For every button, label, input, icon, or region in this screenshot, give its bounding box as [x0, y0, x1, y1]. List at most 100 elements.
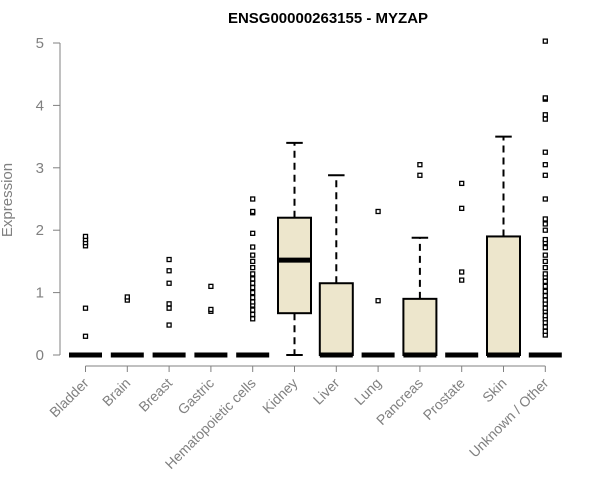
outlier-point [124, 294, 130, 300]
outlier-point [166, 280, 172, 286]
outlier-point [208, 306, 214, 313]
x-tick-label: Brain [99, 375, 133, 409]
outlier-point [250, 230, 256, 236]
outlier-point [250, 316, 256, 322]
outlier-point [250, 252, 256, 258]
outlier-point [250, 208, 256, 215]
outlier-point [250, 294, 256, 301]
box-group [445, 180, 479, 358]
outlier-point [459, 180, 465, 187]
outlier-point [542, 95, 548, 101]
outlier-point [542, 196, 548, 202]
x-tick-label: Liver [310, 375, 343, 408]
y-axis: 0 1 2 3 4 5 [36, 35, 61, 364]
outlier-point [250, 276, 256, 282]
outlier-point [250, 299, 256, 305]
box-iqr [277, 216, 312, 315]
box-group [110, 294, 144, 358]
outlier-point [542, 288, 548, 295]
x-tick-label: Prostate [420, 375, 468, 423]
y-tick-label: 2 [36, 222, 44, 239]
outlier-point [250, 280, 256, 286]
outlier-point [459, 269, 465, 275]
outlier-point [542, 221, 548, 227]
chart-title: ENSG00000263155 - MYZAP [228, 10, 428, 27]
outlier-point [542, 328, 548, 334]
outlier-point [250, 264, 256, 271]
box-group [402, 162, 438, 358]
box-group [277, 141, 312, 356]
x-tick-label: Lung [351, 375, 384, 408]
box-group [152, 256, 186, 358]
x-tick-label: Breast [135, 375, 175, 415]
outlier-point [166, 322, 172, 328]
outlier-point [250, 271, 256, 277]
x-tick-label: Bladder [46, 375, 92, 421]
outlier-point [542, 172, 548, 178]
y-tick-label: 3 [36, 160, 44, 177]
outlier-point [542, 278, 548, 285]
outlier-point [542, 162, 548, 168]
outlier-point [250, 284, 256, 291]
outlier-point [459, 205, 465, 212]
outlier-point [542, 149, 548, 155]
box-group [194, 283, 228, 358]
y-tick-label: 1 [36, 285, 44, 302]
y-tick-label: 5 [36, 35, 44, 52]
x-tick-label: Skin [479, 375, 510, 406]
box-group [528, 38, 562, 358]
outlier-point [208, 283, 214, 290]
y-tick-label: 4 [36, 97, 44, 114]
outlier-point [82, 333, 89, 339]
outlier-point [542, 245, 548, 251]
box-iqr [486, 235, 521, 356]
x-tick-label: Kidney [259, 375, 301, 417]
outlier-point [250, 258, 256, 265]
box-group [236, 196, 270, 358]
outlier-point [375, 298, 381, 304]
outlier-point [542, 324, 548, 330]
outlier-point [82, 233, 89, 240]
outlier-point [250, 311, 256, 318]
box-iqr [402, 297, 438, 356]
outlier-point [166, 268, 172, 274]
box-group [361, 208, 395, 358]
y-tick-label: 0 [36, 347, 44, 364]
outlier-point [542, 252, 548, 258]
x-tick-label: Unknown / Other [466, 375, 552, 461]
outlier-point [542, 264, 548, 271]
outlier-point [459, 277, 465, 283]
box-group [486, 135, 521, 358]
outlier-point [542, 313, 548, 319]
outlier-point [542, 116, 548, 122]
outlier-point [250, 289, 256, 296]
outlier-point [166, 256, 172, 263]
outlier-point [166, 305, 172, 311]
outlier-point [250, 196, 256, 202]
outlier-point [82, 305, 89, 311]
outlier-point [250, 244, 256, 250]
outlier-point [375, 208, 381, 215]
box-series [69, 38, 562, 358]
outlier-point [166, 301, 172, 307]
outlier-point [250, 307, 256, 313]
outlier-point [542, 305, 548, 311]
outlier-point [542, 236, 548, 243]
outlier-point [542, 227, 548, 233]
outlier-point [417, 162, 423, 168]
outlier-point [542, 283, 548, 290]
box-group [69, 233, 102, 358]
outlier-point [542, 258, 548, 265]
y-axis-label: Expression [0, 163, 16, 237]
outlier-point [542, 293, 548, 299]
box-group [318, 174, 354, 358]
outlier-point [542, 297, 548, 303]
outlier-point [542, 271, 548, 277]
outlier-point [542, 112, 548, 118]
outlier-point [542, 216, 548, 222]
box-iqr [318, 282, 354, 356]
outlier-point [542, 38, 548, 44]
outlier-point [417, 172, 423, 178]
